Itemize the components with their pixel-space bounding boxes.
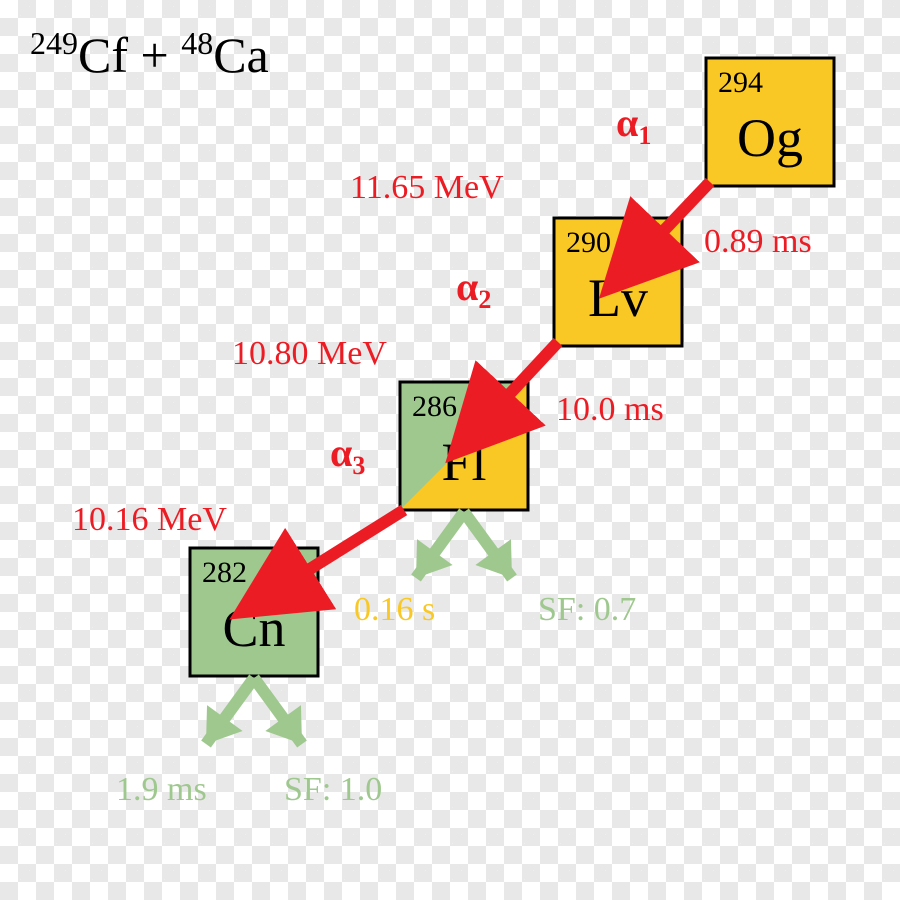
mass-number: 294	[718, 66, 763, 99]
halflife-label-1: 0.89 ms	[704, 223, 812, 260]
halflife-label-3: 0.16 s	[354, 591, 435, 628]
element-symbol: Fl	[441, 432, 486, 492]
element-symbol: Cn	[222, 598, 285, 658]
mass-number: 282	[202, 556, 247, 589]
decay-diagram: 249Cf + 48Ca 294 Og 290 Lv 286 Fl 282 Cn α1 α2 α3 11…	[0, 0, 900, 900]
mass-number: 290	[566, 226, 611, 259]
sf-label-1: SF: 0.7	[538, 591, 636, 628]
energy-label-3: 10.16 MeV	[72, 501, 227, 538]
sf-arrow-2	[206, 678, 302, 744]
element-symbol: Lv	[588, 268, 648, 328]
energy-label-2: 10.80 MeV	[232, 335, 387, 372]
element-symbol: Og	[737, 108, 803, 168]
svg-text:α3: α3	[330, 430, 365, 480]
sf-arrow-1	[416, 512, 512, 578]
alpha-label-1: α1	[616, 100, 651, 150]
diagram-svg: 249Cf + 48Ca 294 Og 290 Lv 286 Fl 282 Cn α1 α2 α3 11…	[0, 0, 900, 900]
svg-text:α2: α2	[456, 264, 491, 314]
sf-label-2: SF: 1.0	[284, 771, 382, 808]
halflife-label-2: 10.0 ms	[556, 391, 664, 428]
halflife-label-4: 1.9 ms	[116, 771, 207, 808]
alpha-label-2: α2	[456, 264, 491, 314]
svg-text:249Cf + 48Ca: 249Cf + 48Ca	[30, 25, 269, 83]
alpha-label-3: α3	[330, 430, 365, 480]
mass-number: 286	[412, 390, 457, 423]
nuclide-box-og: 294 Og	[706, 58, 834, 186]
nuclide-box-cn: 282 Cn	[190, 548, 318, 676]
energy-label-1: 11.65 MeV	[350, 169, 504, 206]
reaction-formula: 249Cf + 48Ca	[30, 25, 269, 83]
svg-text:α1: α1	[616, 100, 651, 150]
